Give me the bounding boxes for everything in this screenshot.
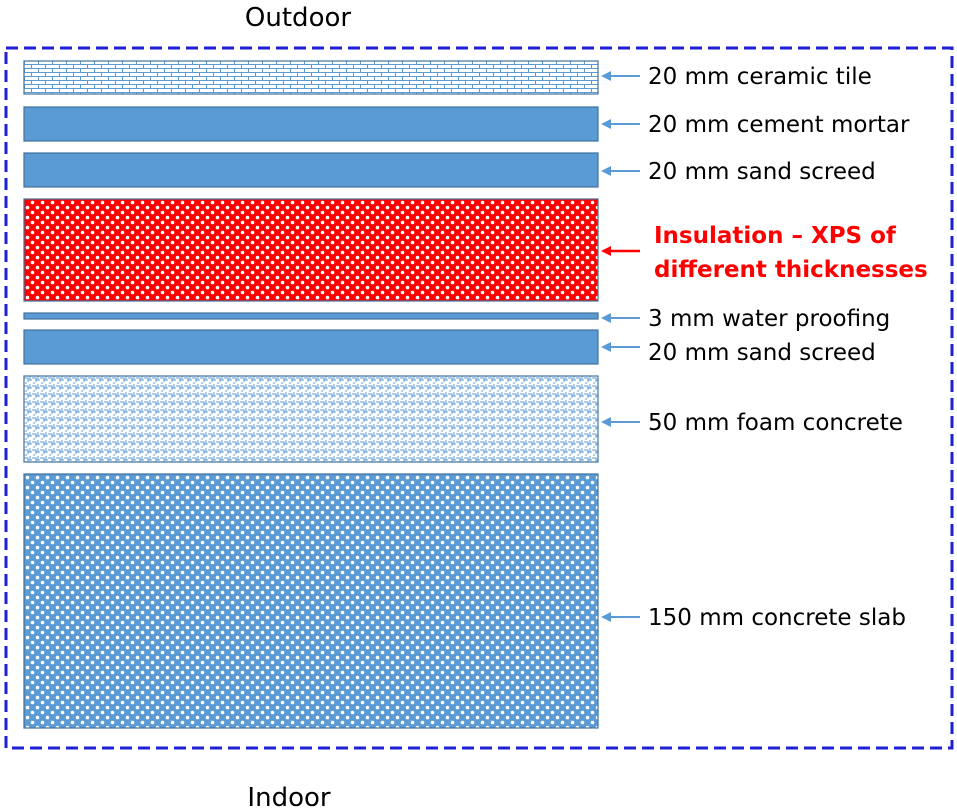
layer-bar-sand-screed-top bbox=[23, 152, 599, 188]
layer-label-cement-mortar: 20 mm cement mortar bbox=[648, 112, 910, 138]
arrowhead-icon bbox=[601, 166, 611, 176]
arrowhead-icon bbox=[601, 71, 611, 81]
layer-sand-screed-bottom: 20 mm sand screed bbox=[23, 329, 876, 366]
layer-label-sand-screed-top: 20 mm sand screed bbox=[648, 159, 876, 185]
layer-bar-concrete-slab bbox=[23, 473, 599, 729]
layer-sand-screed-top: 20 mm sand screed bbox=[23, 152, 876, 188]
layer-cement-mortar: 20 mm cement mortar bbox=[23, 106, 910, 142]
layer-concrete-slab: 150 mm concrete slab bbox=[23, 473, 906, 729]
arrowhead-icon bbox=[601, 246, 611, 256]
arrowhead-icon bbox=[601, 342, 611, 352]
layer-water-proofing: 3 mm water proofing bbox=[23, 306, 890, 332]
layer-ceramic-tile: 20 mm ceramic tile bbox=[23, 60, 872, 95]
layer-label-concrete-slab: 150 mm concrete slab bbox=[648, 605, 906, 631]
layer-label-sand-screed-bottom: 20 mm sand screed bbox=[648, 340, 876, 366]
indoor-label: Indoor bbox=[247, 783, 330, 810]
layer-bar-water-proofing bbox=[23, 312, 599, 320]
layers-group: 20 mm ceramic tile 20 mm cement mortar 20 … bbox=[23, 60, 928, 729]
layer-foam-concrete: 50 mm foam concrete bbox=[23, 375, 903, 463]
arrowhead-icon bbox=[601, 417, 611, 427]
arrowhead-icon bbox=[601, 313, 611, 323]
layer-insulation-xps: Insulation – XPS of different thicknesses bbox=[23, 198, 928, 302]
layer-label-foam-concrete: 50 mm foam concrete bbox=[648, 410, 903, 436]
arrowhead-icon bbox=[601, 119, 611, 129]
layer-label-ceramic-tile: 20 mm ceramic tile bbox=[648, 64, 872, 90]
layer-bar-sand-screed-bottom bbox=[23, 329, 599, 365]
outdoor-label: Outdoor bbox=[245, 3, 351, 33]
layer-bar-insulation-xps bbox=[23, 198, 599, 302]
layer-bar-foam-concrete bbox=[23, 375, 599, 463]
layer-label-water-proofing: 3 mm water proofing bbox=[648, 306, 890, 332]
layer-bar-cement-mortar bbox=[23, 106, 599, 142]
layer-label-insulation-xps-line-2: different thicknesses bbox=[654, 257, 928, 283]
section-border bbox=[4, 46, 954, 750]
layer-label-insulation-xps-line-1: Insulation – XPS of bbox=[654, 223, 897, 249]
layer-bar-ceramic-tile bbox=[23, 60, 599, 95]
arrowhead-icon bbox=[601, 612, 611, 622]
